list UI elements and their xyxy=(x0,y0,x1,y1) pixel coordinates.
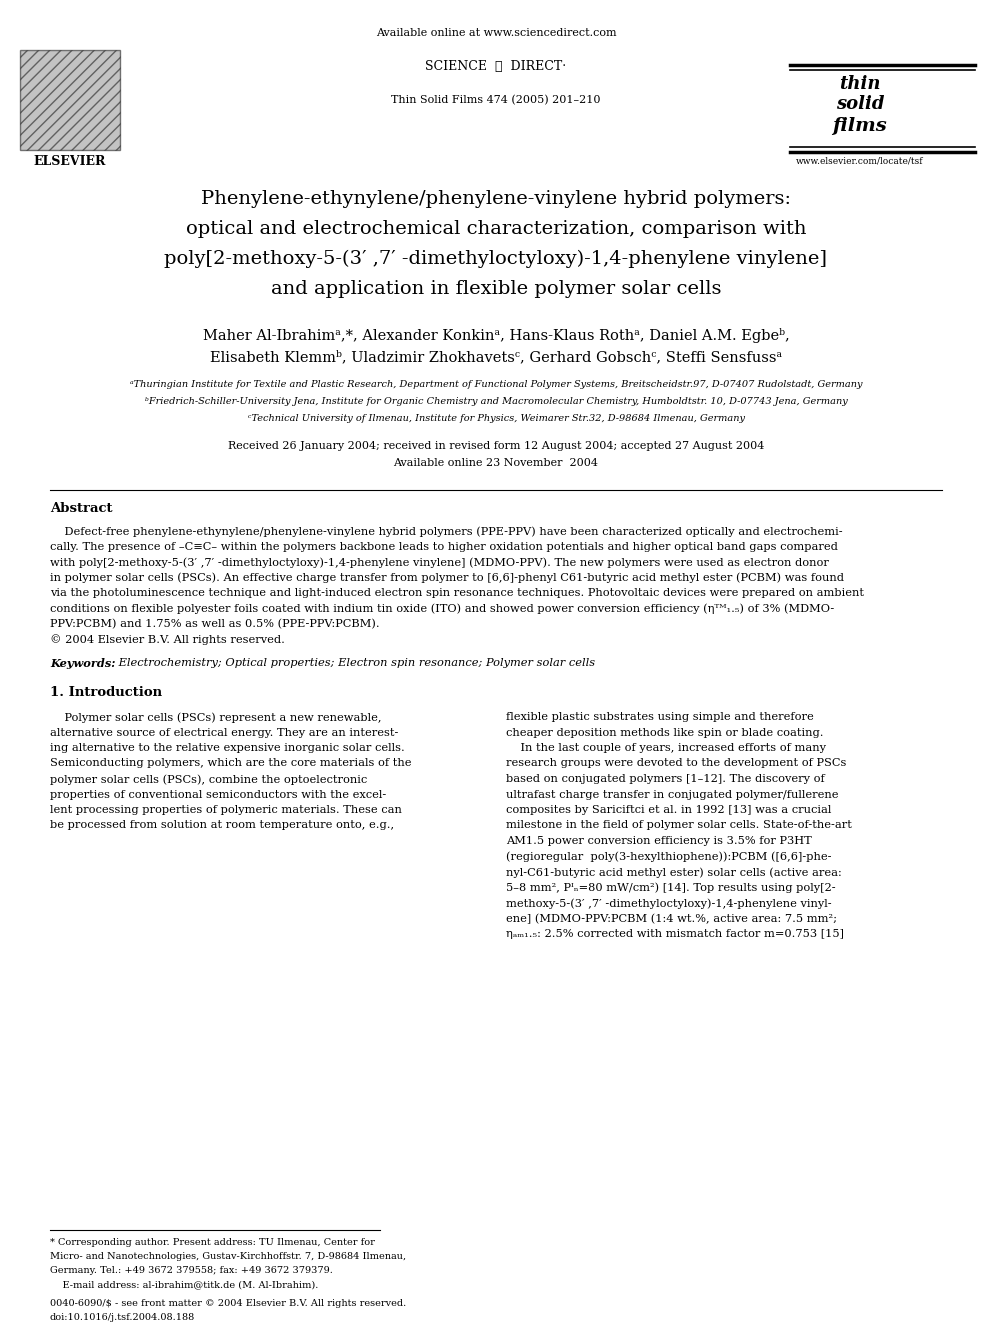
Text: In the last couple of years, increased efforts of many: In the last couple of years, increased e… xyxy=(506,744,826,753)
Text: doi:10.1016/j.tsf.2004.08.188: doi:10.1016/j.tsf.2004.08.188 xyxy=(50,1312,195,1322)
Text: ᵃThuringian Institute for Textile and Plastic Research, Department of Functional: ᵃThuringian Institute for Textile and Pl… xyxy=(130,380,862,389)
Text: milestone in the field of polymer solar cells. State-of-the-art: milestone in the field of polymer solar … xyxy=(506,820,852,831)
Text: Abstract: Abstract xyxy=(50,501,112,515)
Text: 5–8 mm², Pᴵₙ=80 mW/cm²) [14]. Top results using poly[2-: 5–8 mm², Pᴵₙ=80 mW/cm²) [14]. Top result… xyxy=(506,882,835,893)
Text: ene] (MDMO-PPV:PCBM (1:4 wt.%, active area: 7.5 mm²;: ene] (MDMO-PPV:PCBM (1:4 wt.%, active ar… xyxy=(506,913,837,923)
Text: ELSEVIER: ELSEVIER xyxy=(34,155,106,168)
Text: Keywords:: Keywords: xyxy=(50,658,115,669)
Text: Electrochemistry; Optical properties; Electron spin resonance; Polymer solar cel: Electrochemistry; Optical properties; El… xyxy=(115,658,595,668)
Text: flexible plastic substrates using simple and therefore: flexible plastic substrates using simple… xyxy=(506,712,813,722)
Text: based on conjugated polymers [1–12]. The discovery of: based on conjugated polymers [1–12]. The… xyxy=(506,774,824,785)
Text: alternative source of electrical energy. They are an interest-: alternative source of electrical energy.… xyxy=(50,728,399,737)
Text: thin: thin xyxy=(839,75,881,93)
Text: in polymer solar cells (PSCs). An effective charge transfer from polymer to [6,6: in polymer solar cells (PSCs). An effect… xyxy=(50,573,844,583)
Text: 0040-6090/$ - see front matter © 2004 Elsevier B.V. All rights reserved.: 0040-6090/$ - see front matter © 2004 El… xyxy=(50,1299,407,1308)
Text: Polymer solar cells (PSCs) represent a new renewable,: Polymer solar cells (PSCs) represent a n… xyxy=(50,712,382,722)
Text: research groups were devoted to the development of PSCs: research groups were devoted to the deve… xyxy=(506,758,846,769)
Text: PPV:PCBM) and 1.75% as well as 0.5% (PPE-PPV:PCBM).: PPV:PCBM) and 1.75% as well as 0.5% (PPE… xyxy=(50,619,380,630)
Text: Available online at www.sciencedirect.com: Available online at www.sciencedirect.co… xyxy=(376,28,616,38)
Text: Elisabeth Klemmᵇ, Uladzimir Zhokhavetsᶜ, Gerhard Gobschᶜ, Steffi Sensfussᵃ: Elisabeth Klemmᵇ, Uladzimir Zhokhavetsᶜ,… xyxy=(210,351,782,364)
Text: www.elsevier.com/locate/tsf: www.elsevier.com/locate/tsf xyxy=(797,157,924,165)
Text: be processed from solution at room temperature onto, e.g.,: be processed from solution at room tempe… xyxy=(50,820,394,831)
Text: poly[2-methoxy-5-(3′ ,7′ -dimethyloctyloxy)-1,4-phenylene vinylene]: poly[2-methoxy-5-(3′ ,7′ -dimethyloctylo… xyxy=(165,250,827,269)
Text: Semiconducting polymers, which are the core materials of the: Semiconducting polymers, which are the c… xyxy=(50,758,412,769)
Text: cheaper deposition methods like spin or blade coating.: cheaper deposition methods like spin or … xyxy=(506,728,823,737)
Text: methoxy-5-(3′ ,7′ -dimethyloctyloxy)-1,4-phenylene vinyl-: methoxy-5-(3′ ,7′ -dimethyloctyloxy)-1,4… xyxy=(506,898,831,909)
Text: 1. Introduction: 1. Introduction xyxy=(50,687,162,699)
Text: lent processing properties of polymeric materials. These can: lent processing properties of polymeric … xyxy=(50,804,402,815)
Text: films: films xyxy=(832,116,888,135)
Text: with poly[2-methoxy-5-(3′ ,7′ -dimethyloctyloxy)-1,4-phenylene vinylene] (MDMO-P: with poly[2-methoxy-5-(3′ ,7′ -dimethylo… xyxy=(50,557,829,568)
Text: solid: solid xyxy=(835,95,884,112)
Text: via the photoluminescence technique and light-induced electron spin resonance te: via the photoluminescence technique and … xyxy=(50,587,864,598)
Text: ᶜTechnical University of Ilmenau, Institute for Physics, Weimarer Str.32, D-9868: ᶜTechnical University of Ilmenau, Instit… xyxy=(247,414,745,423)
Text: nyl-C61-butyric acid methyl ester) solar cells (active area:: nyl-C61-butyric acid methyl ester) solar… xyxy=(506,867,842,877)
Text: and application in flexible polymer solar cells: and application in flexible polymer sola… xyxy=(271,280,721,298)
Text: ηₐₘ₁.₅: 2.5% corrected with mismatch factor m=0.753 [15]: ηₐₘ₁.₅: 2.5% corrected with mismatch fac… xyxy=(506,929,844,939)
Text: ing alternative to the relative expensive inorganic solar cells.: ing alternative to the relative expensiv… xyxy=(50,744,405,753)
Text: © 2004 Elsevier B.V. All rights reserved.: © 2004 Elsevier B.V. All rights reserved… xyxy=(50,635,285,646)
Text: cally. The presence of –C≡C– within the polymers backbone leads to higher oxidat: cally. The presence of –C≡C– within the … xyxy=(50,541,838,552)
Bar xyxy=(20,50,120,149)
Text: ultrafast charge transfer in conjugated polymer/fullerene: ultrafast charge transfer in conjugated … xyxy=(506,790,838,799)
Text: Available online 23 November  2004: Available online 23 November 2004 xyxy=(394,458,598,468)
Text: AM1.5 power conversion efficiency is 3.5% for P3HT: AM1.5 power conversion efficiency is 3.5… xyxy=(506,836,811,845)
Text: Defect-free phenylene-ethynylene/phenylene-vinylene hybrid polymers (PPE-PPV) ha: Defect-free phenylene-ethynylene/phenyle… xyxy=(50,527,842,537)
Text: Received 26 January 2004; received in revised form 12 August 2004; accepted 27 A: Received 26 January 2004; received in re… xyxy=(228,441,764,451)
Text: polymer solar cells (PSCs), combine the optoelectronic: polymer solar cells (PSCs), combine the … xyxy=(50,774,367,785)
Text: ᵇFriedrich-Schiller-University Jena, Institute for Organic Chemistry and Macromo: ᵇFriedrich-Schiller-University Jena, Ins… xyxy=(145,397,847,406)
Text: conditions on flexible polyester foils coated with indium tin oxide (ITO) and sh: conditions on flexible polyester foils c… xyxy=(50,603,834,614)
Text: optical and electrochemical characterization, comparison with: optical and electrochemical characteriza… xyxy=(186,220,806,238)
Text: (regioregular  poly(3-hexylthiophene)):PCBM ([6,6]-phe-: (regioregular poly(3-hexylthiophene)):PC… xyxy=(506,852,831,863)
Text: Micro- and Nanotechnologies, Gustav-Kirchhoffstr. 7, D-98684 Ilmenau,: Micro- and Nanotechnologies, Gustav-Kirc… xyxy=(50,1252,406,1261)
Text: E-mail address: al-ibrahim@titk.de (M. Al-Ibrahim).: E-mail address: al-ibrahim@titk.de (M. A… xyxy=(50,1279,318,1289)
Text: Thin Solid Films 474 (2005) 201–210: Thin Solid Films 474 (2005) 201–210 xyxy=(391,95,601,106)
Text: properties of conventional semiconductors with the excel-: properties of conventional semiconductor… xyxy=(50,790,386,799)
Text: Maher Al-Ibrahimᵃ,*, Alexander Konkinᵃ, Hans-Klaus Rothᵃ, Daniel A.M. Egbeᵇ,: Maher Al-Ibrahimᵃ,*, Alexander Konkinᵃ, … xyxy=(202,328,790,343)
Text: Phenylene-ethynylene/phenylene-vinylene hybrid polymers:: Phenylene-ethynylene/phenylene-vinylene … xyxy=(201,191,791,208)
Text: SCIENCE  ⓓ  DIRECT·: SCIENCE ⓓ DIRECT· xyxy=(426,60,566,73)
Text: Germany. Tel.: +49 3672 379558; fax: +49 3672 379379.: Germany. Tel.: +49 3672 379558; fax: +49… xyxy=(50,1266,333,1275)
Text: composites by Sariciftci et al. in 1992 [13] was a crucial: composites by Sariciftci et al. in 1992 … xyxy=(506,804,831,815)
Text: * Corresponding author. Present address: TU Ilmenau, Center for: * Corresponding author. Present address:… xyxy=(50,1238,375,1248)
